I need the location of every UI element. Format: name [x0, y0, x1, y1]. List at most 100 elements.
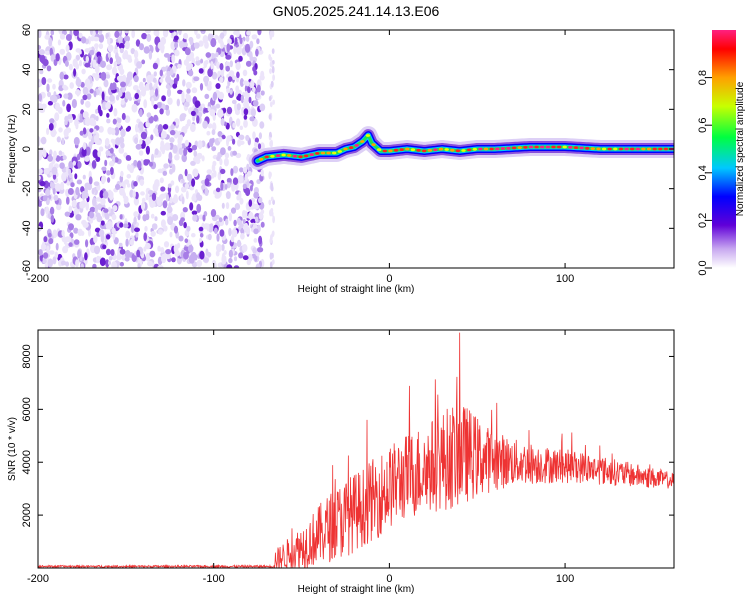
noise-speckle: [162, 30, 169, 38]
noise-speckle: [272, 99, 275, 105]
noise-speckle: [245, 134, 250, 142]
noise-speckle: [198, 68, 204, 74]
noise-speckle: [181, 91, 185, 101]
noise-speckle: [269, 56, 273, 62]
noise-speckle: [220, 117, 225, 126]
noise-speckle: [61, 137, 65, 145]
ridge-peak-dot: [438, 147, 444, 151]
noise-speckle: [62, 155, 67, 161]
noise-speckle: [47, 100, 54, 106]
noise-speckle: [231, 99, 237, 105]
noise-speckle: [201, 155, 205, 162]
noise-speckle: [124, 40, 130, 50]
noise-speckle: [232, 122, 236, 129]
noise-speckle: [38, 175, 41, 181]
noise-speckle: [196, 115, 200, 124]
noise-speckle: [207, 123, 213, 129]
noise-speckle: [143, 99, 148, 109]
noise-speckle: [47, 78, 53, 83]
noise-speckle: [83, 155, 90, 162]
noise-speckle: [71, 199, 77, 208]
noise-speckle: [180, 217, 186, 223]
noise-speckle: [240, 228, 245, 234]
spectrogram-ytick-label: -20: [21, 181, 33, 197]
noise-speckle: [53, 194, 59, 201]
ridge-peak-dot: [281, 153, 286, 157]
noise-speckle: [237, 174, 244, 184]
noise-speckle: [42, 149, 47, 158]
noise-speckle: [242, 255, 249, 261]
noise-speckle: [38, 150, 43, 159]
noise-speckle: [171, 54, 176, 64]
noise-speckle: [59, 71, 65, 80]
ridge-peak-dot: [371, 143, 376, 147]
noise-speckle: [232, 138, 236, 145]
noise-speckle: [103, 208, 109, 213]
noise-speckle: [92, 59, 97, 68]
noise-speckle: [189, 202, 194, 211]
noise-speckle: [89, 88, 94, 94]
noise-speckle: [46, 245, 50, 254]
noise-speckle: [116, 117, 122, 124]
noise-speckle: [213, 262, 217, 268]
ridge-peak-dot: [455, 149, 461, 153]
ridge-peak-dot: [270, 154, 275, 158]
noise-speckle: [137, 263, 141, 268]
noise-speckle: [198, 106, 203, 112]
noise-speckle: [100, 220, 105, 226]
noise-speckle: [94, 227, 101, 233]
noise-speckle: [112, 232, 116, 241]
noise-speckle: [162, 170, 168, 176]
noise-speckle: [81, 219, 87, 226]
noise-speckle: [42, 195, 47, 202]
noise-speckle: [220, 40, 225, 49]
noise-speckle: [272, 74, 275, 81]
noise-speckle: [200, 58, 204, 64]
noise-speckle: [146, 112, 152, 118]
noise-speckle: [149, 250, 156, 258]
noise-speckle: [108, 260, 111, 266]
noise-speckle: [124, 30, 129, 34]
noise-speckle: [239, 125, 243, 130]
noise-speckle: [126, 183, 131, 188]
noise-speckle: [91, 187, 95, 195]
noise-speckle: [49, 206, 55, 215]
noise-speckle: [55, 242, 59, 251]
noise-speckle: [157, 126, 161, 133]
noise-speckle: [110, 167, 114, 175]
noise-speckle: [145, 145, 150, 155]
snr-ytick-label: 8000: [21, 344, 33, 368]
noise-speckle: [160, 36, 167, 46]
noise-speckle: [147, 189, 154, 195]
ridge-peak-dot: [495, 147, 500, 151]
noise-speckle: [125, 238, 129, 247]
noise-speckle: [211, 129, 216, 136]
noise-speckle: [148, 50, 153, 60]
noise-speckle: [151, 223, 158, 230]
noise-speckle: [172, 196, 179, 204]
noise-speckle: [38, 30, 42, 39]
noise-speckle: [72, 160, 77, 166]
noise-speckle: [44, 50, 51, 56]
noise-speckle: [218, 136, 223, 142]
noise-speckle: [65, 34, 72, 41]
noise-speckle: [133, 181, 138, 187]
noise-speckle: [61, 172, 67, 182]
noise-speckle: [221, 252, 225, 262]
noise-speckle: [95, 115, 99, 122]
noise-speckle: [260, 169, 264, 177]
noise-speckle: [182, 207, 188, 213]
noise-speckle: [260, 70, 265, 79]
noise-speckle: [157, 265, 164, 268]
noise-speckle: [226, 191, 231, 199]
noise-speckle: [134, 227, 140, 233]
noise-speckle: [145, 122, 150, 128]
noise-speckle: [124, 257, 130, 262]
noise-speckle: [270, 139, 273, 148]
noise-speckle: [232, 150, 238, 156]
noise-speckle: [233, 219, 237, 227]
noise-speckle: [191, 144, 198, 151]
noise-speckle: [225, 65, 230, 72]
noise-speckle: [119, 248, 126, 255]
noise-speckle: [124, 35, 130, 42]
